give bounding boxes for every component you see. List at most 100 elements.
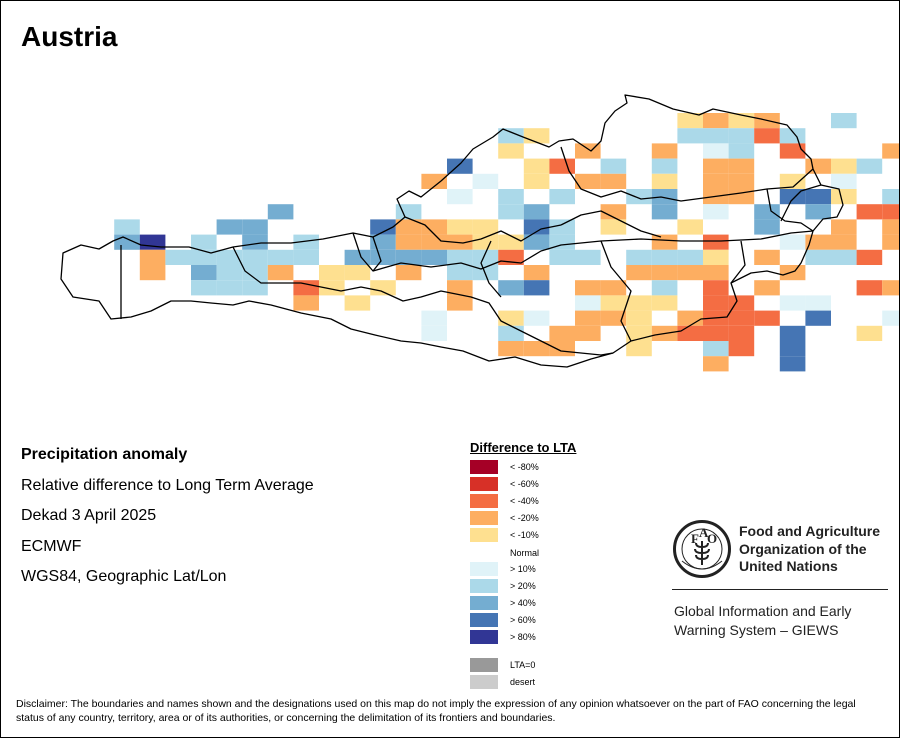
anomaly-cell	[523, 128, 550, 144]
legend-item: > 60%	[470, 613, 640, 627]
anomaly-cell	[600, 204, 627, 220]
anomaly-cell	[651, 189, 678, 205]
state-boundary	[780, 184, 822, 222]
anomaly-cell	[421, 219, 447, 235]
giews-name: Global Information and Early Warning Sys…	[674, 603, 852, 638]
anomaly-cell	[523, 265, 550, 281]
anomaly-cell	[779, 234, 806, 250]
anomaly-cell	[600, 219, 627, 235]
anomaly-cell	[703, 173, 729, 189]
anomaly-cell	[677, 310, 703, 326]
state-boundary	[404, 216, 562, 244]
state-boundary	[352, 230, 814, 272]
anomaly-cell	[575, 173, 601, 189]
anomaly-cell	[805, 310, 831, 326]
anomaly-cell	[370, 280, 396, 296]
anomaly-cell	[472, 173, 499, 189]
anomaly-cell	[728, 310, 755, 326]
anomaly-cell	[370, 219, 396, 235]
legend-swatch	[470, 511, 498, 525]
svg-text:A: A	[699, 525, 709, 540]
anomaly-cell	[754, 280, 780, 296]
legend-label: < -20%	[510, 513, 539, 523]
anomaly-cell	[523, 234, 550, 250]
anomaly-cell	[651, 143, 678, 159]
anomaly-cell	[600, 158, 627, 174]
anomaly-cell	[267, 265, 294, 281]
anomaly-cell	[447, 249, 473, 265]
anomaly-cell	[651, 173, 678, 189]
anomaly-cell	[319, 280, 345, 296]
anomaly-cell	[626, 189, 652, 205]
anomaly-cell	[421, 173, 447, 189]
anomaly-cell	[472, 234, 499, 250]
legend-item: Normal	[470, 546, 640, 560]
state-boundary	[600, 240, 632, 342]
legend-item: LTA=0	[470, 658, 640, 672]
anomaly-cell	[600, 310, 627, 326]
anomaly-cell	[549, 189, 575, 205]
fao-logo-icon: F A O	[673, 520, 731, 578]
anomaly-cell	[575, 280, 601, 296]
anomaly-cell	[728, 325, 755, 341]
anomaly-cell	[523, 204, 550, 220]
anomaly-cell	[242, 234, 268, 250]
anomaly-cell	[677, 219, 703, 235]
anomaly-cell	[344, 295, 371, 311]
legend-label: desert	[510, 677, 536, 687]
map-projection: WGS84, Geographic Lat/Lon	[21, 568, 227, 585]
map-subtitle: Precipitation anomaly	[21, 446, 188, 463]
anomaly-cell	[472, 249, 499, 265]
legend-swatch	[470, 460, 498, 474]
anomaly-cell	[139, 249, 166, 265]
legend-item: < -60%	[470, 477, 640, 491]
anomaly-cell	[319, 265, 345, 281]
anomaly-cell	[779, 128, 806, 144]
anomaly-cell	[856, 158, 883, 174]
anomaly-cell	[370, 249, 396, 265]
anomaly-cell	[831, 189, 857, 205]
anomaly-cell	[498, 234, 524, 250]
anomaly-cell	[779, 295, 806, 311]
anomaly-cell	[754, 249, 780, 265]
legend-item: < -40%	[470, 494, 640, 508]
anomaly-cell	[779, 143, 806, 159]
anomaly-cell	[677, 249, 703, 265]
anomaly-cell	[754, 310, 780, 326]
anomaly-cell	[498, 280, 524, 296]
anomaly-cell	[549, 341, 575, 357]
anomaly-cell	[447, 295, 473, 311]
legend-swatch	[470, 477, 498, 491]
anomaly-cell	[216, 219, 243, 235]
svg-text:O: O	[707, 531, 717, 546]
anomaly-cell	[395, 219, 422, 235]
legend-item: > 10%	[470, 562, 640, 576]
map-period: Dekad 3 April 2025	[21, 507, 157, 524]
legend-label: < -80%	[510, 462, 539, 472]
anomaly-cell	[191, 280, 217, 296]
anomaly-cell	[779, 265, 806, 281]
state-boundary	[730, 240, 746, 284]
anomaly-cell	[651, 204, 678, 220]
admin-boundaries	[60, 94, 844, 368]
legend-item: > 40%	[470, 596, 640, 610]
anomaly-cell	[523, 173, 550, 189]
anomaly-cell	[498, 310, 524, 326]
anomaly-cell	[728, 128, 755, 144]
legend-swatch	[470, 528, 498, 542]
anomaly-cell	[831, 173, 857, 189]
anomaly-cell	[677, 325, 703, 341]
anomaly-cell	[882, 280, 899, 296]
anomaly-cell	[703, 356, 729, 372]
legend-swatch	[470, 546, 498, 560]
anomaly-cell	[523, 310, 550, 326]
anomaly-cell	[165, 249, 191, 265]
anomaly-cell	[344, 265, 371, 281]
anomaly-cell	[523, 219, 550, 235]
state-boundary	[560, 210, 662, 238]
anomaly-cell	[395, 204, 422, 220]
anomaly-cell	[651, 158, 678, 174]
anomaly-cell	[754, 128, 780, 144]
anomaly-cell	[754, 204, 780, 220]
